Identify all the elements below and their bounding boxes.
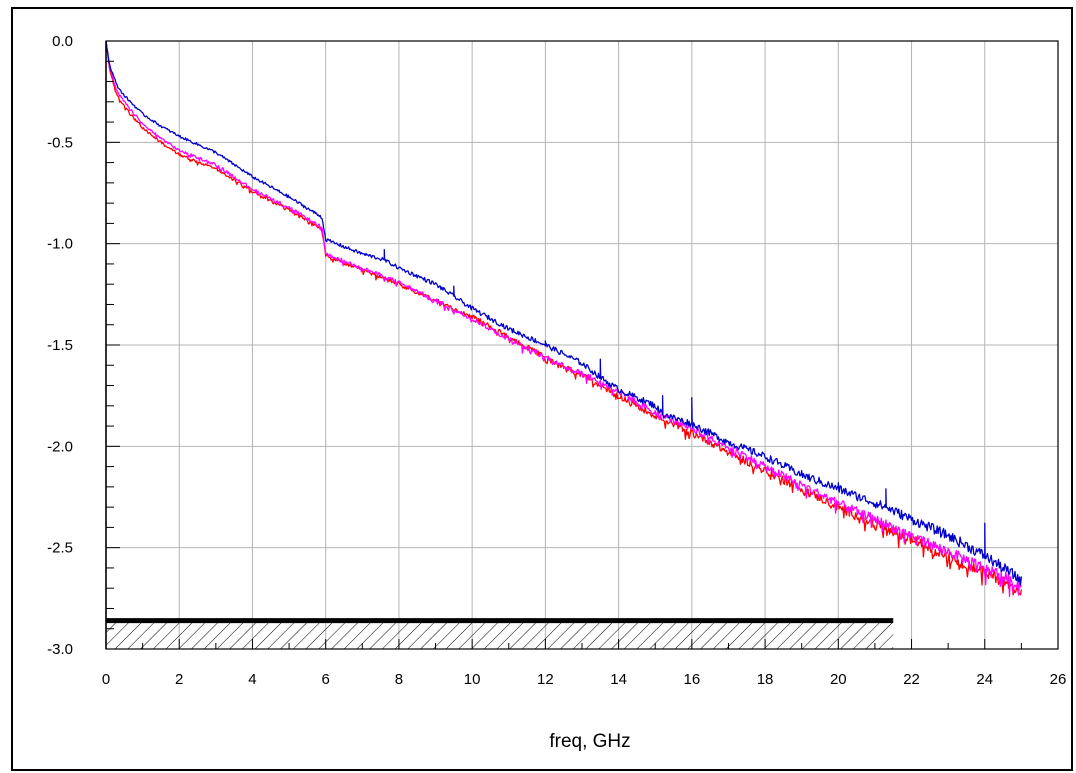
x-tick-label: 22 [903, 671, 920, 688]
x-tick-label: 20 [830, 671, 847, 688]
series-red-line [106, 41, 1023, 596]
x-tick-label: 16 [684, 671, 701, 688]
y-tick-label: -2.0 [47, 438, 73, 455]
x-tick-label: 14 [610, 671, 627, 688]
y-tick-label: -2.5 [47, 540, 73, 557]
x-tick-label: 2 [175, 671, 183, 688]
x-tick-label: 8 [395, 671, 403, 688]
y-tick-label: -3.0 [47, 641, 73, 658]
x-tick-label: 4 [248, 671, 256, 688]
x-tick-label: 10 [464, 671, 481, 688]
x-tick-label: 18 [757, 671, 774, 688]
x-tick-label: 0 [102, 671, 110, 688]
y-tick-label: -0.5 [47, 134, 73, 151]
series-blue-line [106, 41, 1023, 586]
x-tick-label: 12 [537, 671, 554, 688]
y-tick-label: -1.0 [47, 236, 73, 253]
series-magenta-line [106, 41, 1022, 597]
gridlines [106, 41, 1058, 649]
series-group [106, 41, 1023, 597]
limit-line-group [106, 618, 894, 649]
axis-ticks [105, 40, 1059, 650]
x-tick-label: 26 [1050, 671, 1067, 688]
y-tick-label: 0.0 [52, 33, 73, 50]
y-tick-label: -1.5 [47, 337, 73, 354]
chart-frame [11, 7, 1073, 771]
x-tick-label: 24 [976, 671, 993, 688]
x-axis-title: freq, GHz [549, 731, 630, 752]
x-tick-label: 6 [322, 671, 330, 688]
tick-labels: 0.0-0.5-1.0-1.5-2.0-2.5-3.00 2 4 6 8 10 12 14 16… [47, 33, 1066, 688]
limit-hatch [106, 620, 894, 649]
